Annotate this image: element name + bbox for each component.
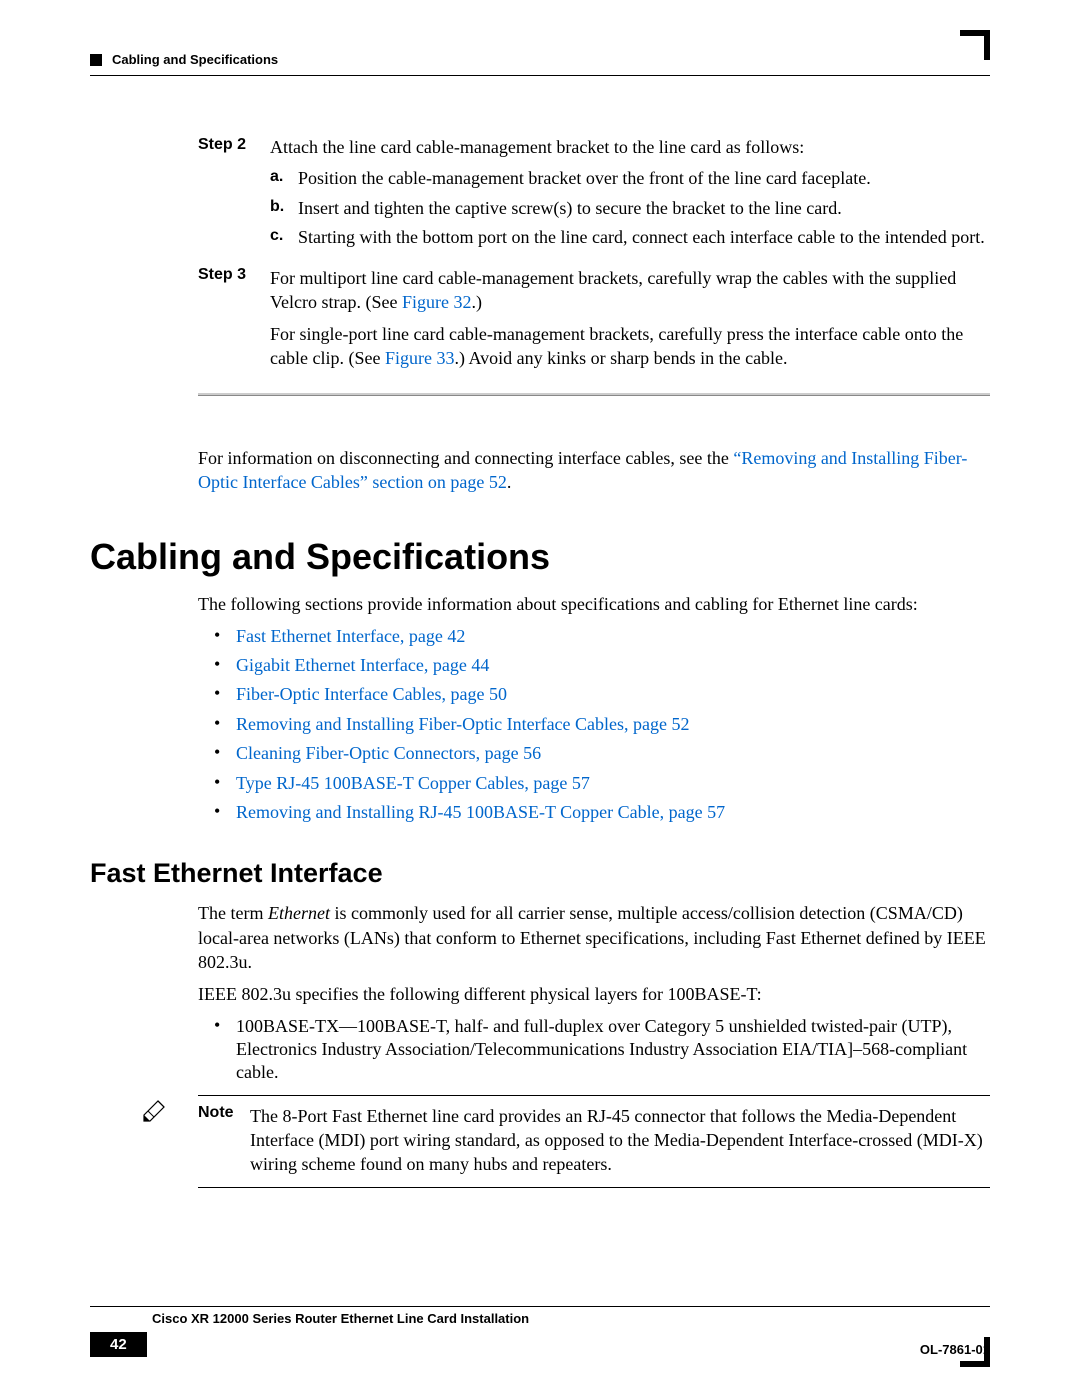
toc-item: •Fast Ethernet Interface, page 42 bbox=[214, 625, 990, 648]
step-label: Step 2 bbox=[198, 136, 270, 256]
bullet-icon: • bbox=[214, 654, 236, 677]
page-header: Cabling and Specifications bbox=[90, 52, 990, 67]
sub-label: b. bbox=[270, 197, 298, 220]
step2-text: Attach the line card cable-management br… bbox=[270, 137, 804, 157]
doc-title: Cisco XR 12000 Series Router Ethernet Li… bbox=[152, 1311, 529, 1326]
footer-row: Cisco XR 12000 Series Router Ethernet Li… bbox=[90, 1311, 990, 1357]
bullet-icon: • bbox=[214, 801, 236, 824]
bullet-icon: • bbox=[214, 1015, 236, 1085]
crop-mark-icon bbox=[984, 30, 990, 60]
toc-item: •Gigabit Ethernet Interface, page 44 bbox=[214, 654, 990, 677]
subsection-body: The term Ethernet is commonly used for a… bbox=[198, 901, 990, 1084]
subsection-heading: Fast Ethernet Interface bbox=[90, 858, 990, 889]
bullet-icon: • bbox=[214, 772, 236, 795]
text: .) Avoid any kinks or sharp bends in the… bbox=[454, 348, 787, 368]
info-paragraph: For information on disconnecting and con… bbox=[198, 446, 990, 495]
step-row: Step 3 For multiport line card cable-man… bbox=[198, 266, 990, 379]
procedure-end-rule bbox=[198, 393, 990, 396]
toc-link[interactable]: Gigabit Ethernet Interface, page 44 bbox=[236, 654, 990, 677]
page-footer: Cisco XR 12000 Series Router Ethernet Li… bbox=[90, 1306, 990, 1357]
sub-text: Starting with the bottom port on the lin… bbox=[298, 226, 990, 249]
step3-para2: For single-port line card cable-manageme… bbox=[270, 322, 990, 371]
header-title: Cabling and Specifications bbox=[112, 52, 278, 67]
toc-list: •Fast Ethernet Interface, page 42•Gigabi… bbox=[198, 625, 990, 825]
toc-item: •Fiber-Optic Interface Cables, page 50 bbox=[214, 683, 990, 706]
para: The term Ethernet is commonly used for a… bbox=[198, 901, 990, 974]
step3-para1: For multiport line card cable-management… bbox=[270, 266, 990, 315]
sub-text: Position the cable-management bracket ov… bbox=[298, 167, 990, 190]
sub-item: b. Insert and tighten the captive screw(… bbox=[270, 197, 990, 220]
sub-label: c. bbox=[270, 226, 298, 249]
bullet-icon: • bbox=[214, 713, 236, 736]
footer-rule bbox=[90, 1306, 990, 1307]
crop-mark-icon bbox=[984, 1337, 990, 1367]
bullet-item: • 100BASE-TX—100BASE-T, half- and full-d… bbox=[214, 1015, 990, 1085]
steps-block: Step 2 Attach the line card cable-manage… bbox=[198, 136, 990, 494]
sub-text: Insert and tighten the captive screw(s) … bbox=[298, 197, 990, 220]
bullet-text: 100BASE-TX—100BASE-T, half- and full-dup… bbox=[236, 1015, 990, 1085]
header-bullet-icon bbox=[90, 54, 102, 66]
header-rule bbox=[90, 75, 990, 76]
note-block: Note The 8-Port Fast Ethernet line card … bbox=[90, 1095, 990, 1188]
note-text: The 8-Port Fast Ethernet line card provi… bbox=[250, 1104, 990, 1177]
figure-link[interactable]: Figure 32 bbox=[402, 292, 472, 312]
bullet-icon: • bbox=[214, 625, 236, 648]
note-rule bbox=[198, 1095, 990, 1096]
toc-item: •Removing and Installing RJ-45 100BASE-T… bbox=[214, 801, 990, 824]
note-label: Note bbox=[198, 1104, 250, 1177]
text: For multiport line card cable-management… bbox=[270, 268, 956, 312]
toc-item: •Type RJ-45 100BASE-T Copper Cables, pag… bbox=[214, 772, 990, 795]
note-row: Note The 8-Port Fast Ethernet line card … bbox=[198, 1104, 990, 1177]
pencil-icon bbox=[140, 1093, 172, 1130]
toc-item: •Cleaning Fiber-Optic Connectors, page 5… bbox=[214, 742, 990, 765]
toc-link[interactable]: Removing and Installing Fiber-Optic Inte… bbox=[236, 713, 990, 736]
step-body: Attach the line card cable-management br… bbox=[270, 136, 990, 256]
text: .) bbox=[471, 292, 482, 312]
toc-item: •Removing and Installing Fiber-Optic Int… bbox=[214, 713, 990, 736]
toc-link[interactable]: Removing and Installing RJ-45 100BASE-T … bbox=[236, 801, 990, 824]
figure-link[interactable]: Figure 33 bbox=[385, 348, 455, 368]
bullet-icon: • bbox=[214, 742, 236, 765]
sub-item: a. Position the cable-management bracket… bbox=[270, 167, 990, 190]
page-number-badge: 42 bbox=[90, 1332, 147, 1357]
toc-link[interactable]: Cleaning Fiber-Optic Connectors, page 56 bbox=[236, 742, 990, 765]
para: IEEE 802.3u specifies the following diff… bbox=[198, 982, 990, 1006]
text: The term bbox=[198, 903, 268, 923]
document-page: Cabling and Specifications Step 2 Attach… bbox=[0, 0, 1080, 1397]
text: . bbox=[507, 472, 512, 492]
section-heading: Cabling and Specifications bbox=[90, 536, 990, 578]
bullet-icon: • bbox=[214, 683, 236, 706]
doc-id: OL-7861-01 bbox=[920, 1342, 990, 1357]
toc-link[interactable]: Fiber-Optic Interface Cables, page 50 bbox=[236, 683, 990, 706]
note-rule bbox=[198, 1187, 990, 1188]
em-text: Ethernet bbox=[268, 903, 330, 923]
sub-label: a. bbox=[270, 167, 298, 190]
footer-left: Cisco XR 12000 Series Router Ethernet Li… bbox=[90, 1311, 529, 1357]
text: For information on disconnecting and con… bbox=[198, 448, 733, 468]
bullet-list: • 100BASE-TX—100BASE-T, half- and full-d… bbox=[198, 1015, 990, 1085]
sub-list: a. Position the cable-management bracket… bbox=[270, 167, 990, 249]
sub-item: c. Starting with the bottom port on the … bbox=[270, 226, 990, 249]
step-body: For multiport line card cable-management… bbox=[270, 266, 990, 379]
step-row: Step 2 Attach the line card cable-manage… bbox=[198, 136, 990, 256]
section-intro: The following sections provide informati… bbox=[198, 592, 990, 616]
toc-link[interactable]: Fast Ethernet Interface, page 42 bbox=[236, 625, 990, 648]
step-label: Step 3 bbox=[198, 266, 270, 379]
section-body: The following sections provide informati… bbox=[198, 592, 990, 824]
toc-link[interactable]: Type RJ-45 100BASE-T Copper Cables, page… bbox=[236, 772, 990, 795]
